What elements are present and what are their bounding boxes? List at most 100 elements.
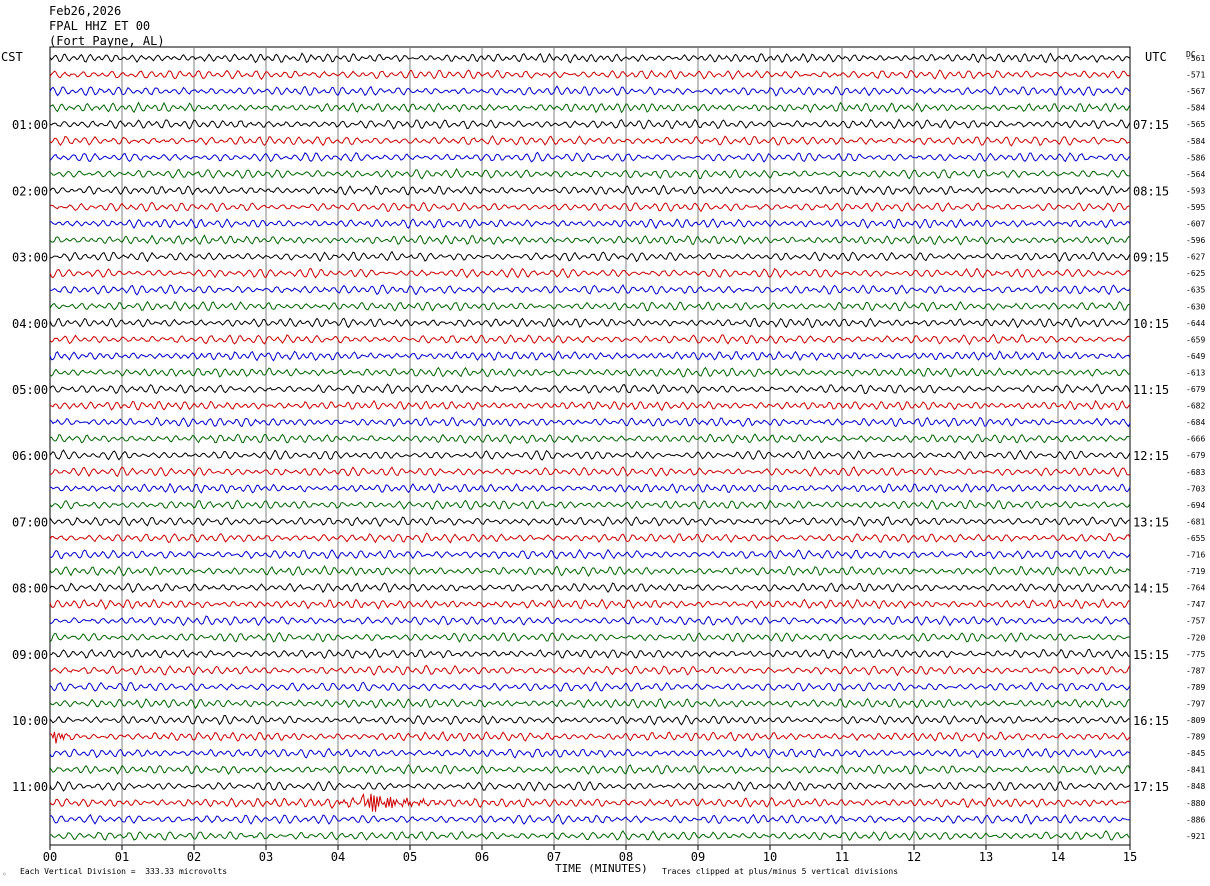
- left-time-label: 02:00: [12, 184, 48, 198]
- trace-row: [49, 449, 1131, 461]
- dc-label: DC: [1186, 50, 1196, 59]
- dc-offset-label: -613: [1186, 368, 1205, 377]
- trace-row: [49, 85, 1131, 97]
- trace-row: [49, 532, 1131, 544]
- dc-offset-label: -586: [1186, 153, 1205, 162]
- clip-note: Traces clipped at plus/minus 5 vertical …: [662, 867, 899, 876]
- dc-offset-label: -659: [1186, 335, 1205, 344]
- left-time-label: 08:00: [12, 582, 48, 596]
- plot-frame: [49, 46, 1131, 846]
- trace-row: [49, 499, 1131, 511]
- x-tick-label: 07: [547, 850, 561, 864]
- right-time-label: 13:15: [1133, 515, 1169, 529]
- x-tick-label: 13: [979, 850, 993, 864]
- dc-offset-label: -596: [1186, 236, 1205, 245]
- x-tick-label: 02: [187, 850, 201, 864]
- dc-offset-label: -787: [1186, 666, 1205, 675]
- dc-offset-label: -679: [1186, 385, 1205, 394]
- trace-row: [49, 333, 1131, 346]
- right-time-label: 17:15: [1133, 780, 1169, 794]
- trace-row: [49, 399, 1131, 412]
- dc-offset-label: -649: [1186, 352, 1205, 361]
- dc-offset-label: -789: [1186, 683, 1205, 692]
- dc-offset-label: -593: [1186, 186, 1205, 195]
- trace-row: [49, 631, 1131, 643]
- dc-offset-label: -809: [1186, 716, 1205, 725]
- x-tick-label: 15: [1123, 850, 1137, 864]
- trace-row: [49, 830, 1131, 842]
- dc-offset-label: -886: [1186, 815, 1205, 824]
- trace-row: [49, 714, 1131, 726]
- left-time-label: 06:00: [12, 449, 48, 463]
- trace-row: [49, 598, 1130, 610]
- dc-offset-label: -921: [1186, 832, 1205, 841]
- right-time-label: 07:15: [1133, 118, 1169, 132]
- dc-offset-label: -644: [1186, 319, 1205, 328]
- trace-row: [49, 697, 1131, 710]
- dc-offset-label: -681: [1186, 517, 1205, 526]
- trace-row: [49, 284, 1131, 296]
- x-tick-label: 05: [403, 850, 417, 864]
- x-tick-label: 10: [763, 850, 777, 864]
- trace-row: [49, 416, 1131, 428]
- dc-offset-label: -584: [1186, 137, 1205, 146]
- trace-row: [49, 184, 1131, 196]
- left-time-label: 01:00: [12, 118, 48, 132]
- x-tick-label: 09: [691, 850, 705, 864]
- trace-row: [49, 516, 1131, 528]
- left-time-label: 03:00: [12, 251, 48, 265]
- dc-offset-label: -845: [1186, 749, 1205, 758]
- dc-offset-label: -607: [1186, 220, 1205, 229]
- trace-row: [49, 267, 1131, 279]
- dc-offset-label: -630: [1186, 302, 1205, 311]
- right-time-label: 16:15: [1133, 714, 1169, 728]
- dc-offset-label: -775: [1186, 650, 1205, 659]
- trace-row: [49, 764, 1131, 776]
- right-timezone: UTC: [1145, 50, 1167, 64]
- x-tick-label: 01: [115, 850, 129, 864]
- x-axis-label: TIME (MINUTES): [555, 862, 648, 875]
- trace-row: [49, 250, 1131, 263]
- left-timezone: CST: [1, 50, 23, 64]
- dc-offset-label: -627: [1186, 253, 1205, 262]
- dc-offset-label: -625: [1186, 269, 1205, 278]
- trace-row: [49, 615, 1131, 627]
- dc-offset-label: -655: [1186, 534, 1205, 543]
- x-tick-label: 14: [1051, 850, 1065, 864]
- dc-offset-label: -703: [1186, 484, 1205, 493]
- trace-row: [49, 300, 1131, 312]
- trace-row: [49, 466, 1131, 478]
- scale-note: Each Vertical Division = 333.33 microvol…: [20, 867, 228, 876]
- left-time-label: 05:00: [12, 383, 48, 397]
- dc-offset-label: -848: [1186, 782, 1205, 791]
- dc-offset-label: -716: [1186, 551, 1205, 560]
- x-tick-label: 06: [475, 850, 489, 864]
- dc-offset-label: -797: [1186, 699, 1205, 708]
- trace-row: [49, 731, 1131, 744]
- dc-offset-label: -682: [1186, 402, 1205, 411]
- left-time-label: 10:00: [12, 714, 48, 728]
- trace-row: [49, 201, 1131, 213]
- dc-offset-label: -764: [1186, 584, 1205, 593]
- dc-offset-label: -747: [1186, 600, 1205, 609]
- trace-row: [49, 813, 1131, 825]
- trace-row: [49, 681, 1131, 692]
- header-station: FPAL HHZ ET 00: [49, 19, 151, 33]
- x-tick-label: 04: [331, 850, 345, 864]
- dc-offset-label: -567: [1186, 87, 1205, 96]
- dc-offset-label: -565: [1186, 120, 1205, 129]
- dc-offset-label: -880: [1186, 799, 1205, 808]
- trace-row: [49, 565, 1131, 577]
- dc-offset-label: -595: [1186, 203, 1205, 212]
- x-tick-label: 00: [43, 850, 57, 864]
- trace-row: [49, 151, 1131, 163]
- trace-row: [49, 234, 1131, 246]
- trace-row: [49, 648, 1131, 660]
- trace-row: [49, 52, 1131, 64]
- trace-row: [49, 317, 1131, 329]
- right-time-label: 08:15: [1133, 184, 1169, 198]
- right-time-label: 15:15: [1133, 648, 1169, 662]
- header-date: Feb26,2026: [49, 4, 122, 18]
